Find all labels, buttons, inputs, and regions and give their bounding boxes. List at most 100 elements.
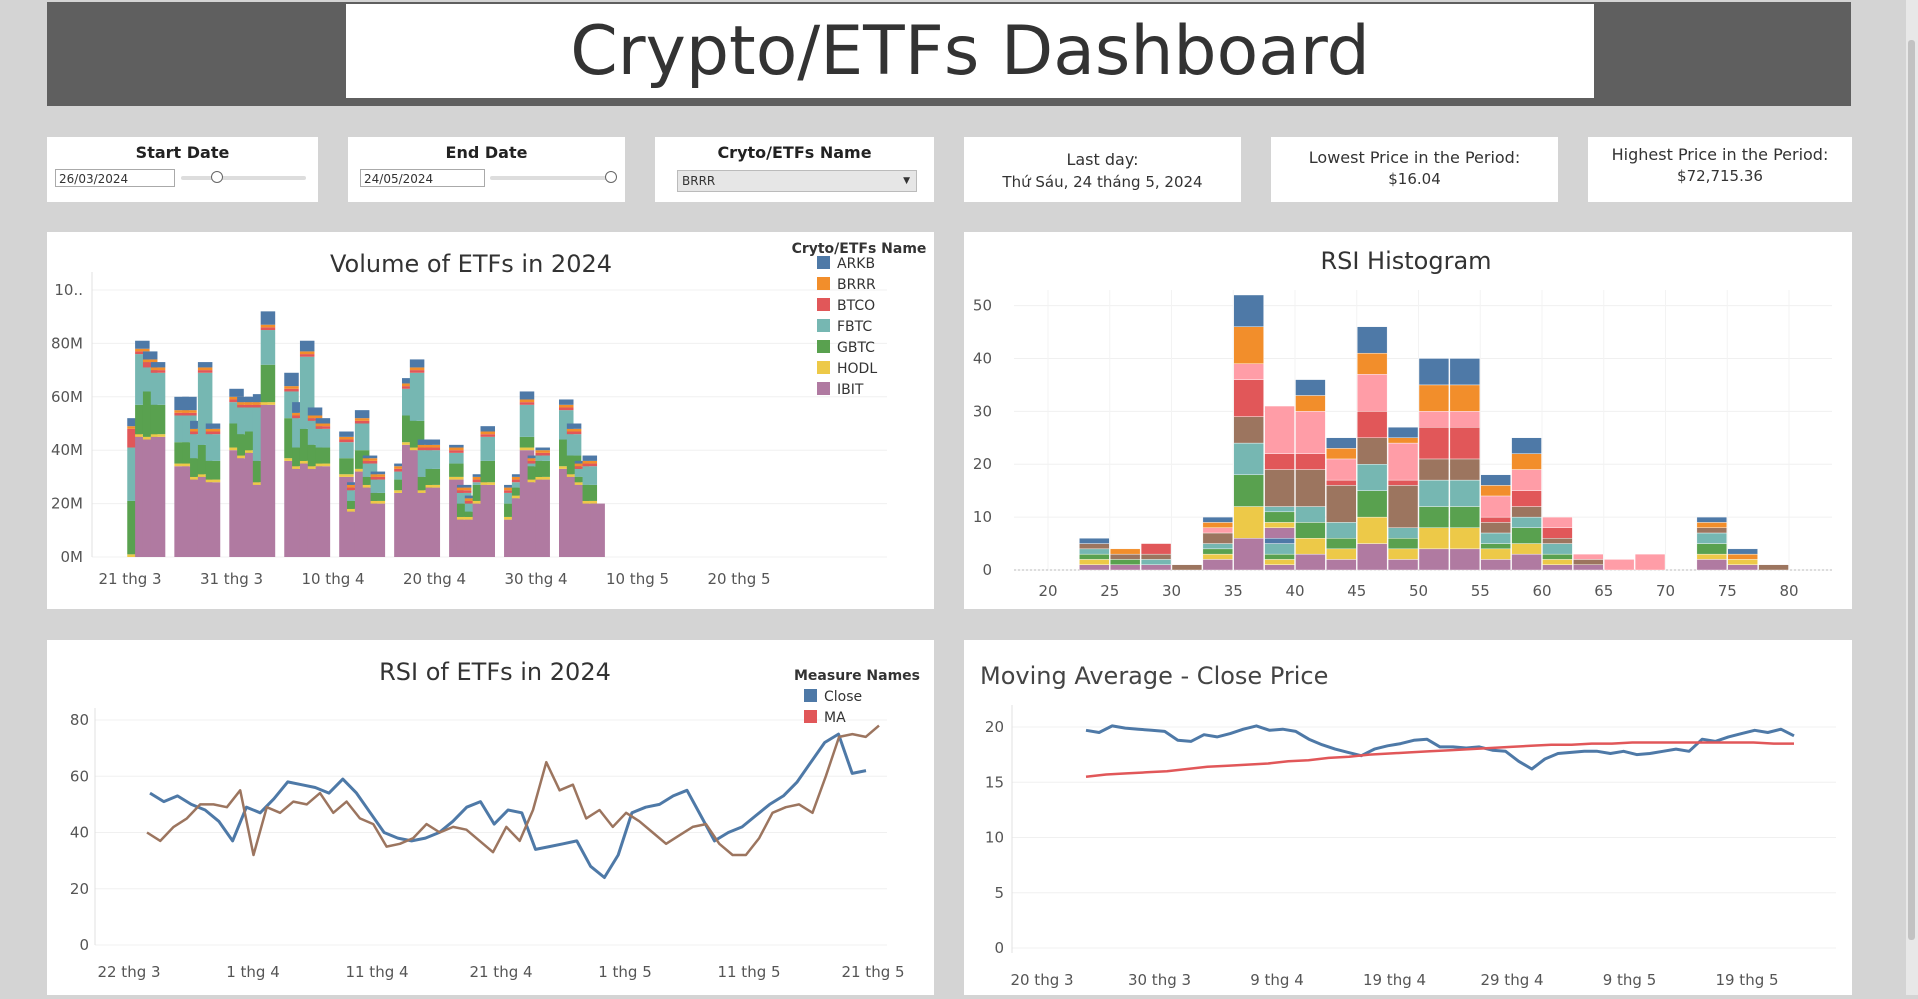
histogram-bar-segment [1418,506,1450,528]
end-date-slider-thumb[interactable] [605,171,617,183]
histogram-bar-segment [1357,437,1388,465]
histogram-x-tick: 80 [1779,582,1798,600]
histogram-bar-segment [1604,559,1635,571]
volume-bar-segment [292,466,307,469]
volume-bar-segment [205,428,221,432]
ma-x-tick: 9 thg 5 [1603,971,1657,989]
volume-bar-segment [339,436,354,440]
volume-bar-segment [535,476,550,480]
volume-bar-segment [347,484,362,488]
histogram-bar-segment [1079,564,1110,571]
histogram-bar-segment [1357,543,1388,571]
histogram-bar-segment [1480,474,1511,486]
etf-name-select[interactable]: BRRR ▼ [677,170,917,192]
volume-bar-segment [402,386,417,389]
histogram-bar-segment [1171,564,1203,571]
histogram-bar-segment [1387,559,1419,571]
histogram-bar-segment [1326,559,1357,571]
histogram-bar-segment [1202,522,1233,528]
volume-bar-segment [590,503,605,557]
end-date-input[interactable]: 24/05/2024 [360,169,485,187]
volume-bar-segment [174,410,189,413]
volume-bar-segment [127,418,142,427]
volume-bar-segment [519,436,535,448]
volume-bar-segment [519,399,535,403]
volume-bar-segment [307,418,323,421]
rsi-x-tick: 21 thg 5 [841,963,904,981]
volume-bar-segment [370,476,386,480]
volume-bar-segment [417,444,433,448]
end-date-slider[interactable] [490,176,615,180]
histogram-bar-segment [1264,543,1295,555]
histogram-bar-segment [1202,548,1233,555]
histogram-bar-segment [1233,326,1264,364]
histogram-bar-segment [1202,532,1233,544]
last-day-card: Last day: Thứ Sáu, 24 tháng 5, 2024 [964,137,1241,202]
volume-bar-segment [402,442,417,445]
histogram-bar-segment [1511,437,1542,454]
volume-bar-segment [260,311,276,325]
rsi-x-tick: 21 thg 4 [469,963,532,981]
ma-y-tick: 5 [994,884,1004,902]
rsi-y-tick: 0 [79,936,89,954]
histogram-bar-segment [1357,516,1388,544]
volume-bar-segment [370,503,386,557]
start-date-input[interactable]: 26/03/2024 [55,169,175,187]
volume-bar-segment [574,460,590,464]
volume-x-tick: 30 thg 4 [504,570,567,588]
volume-bar-segment [292,415,307,419]
histogram-bar-segment [1449,411,1480,428]
volume-bar-segment [559,407,574,411]
histogram-bar-segment [1295,506,1326,523]
histogram-bar-segment [1264,453,1295,470]
volume-bar-segment [354,418,370,421]
histogram-bar-segment [1140,559,1172,565]
volume-bar-segment [480,482,495,485]
histogram-bar-segment [1295,411,1326,454]
histogram-bar-segment [1418,458,1450,481]
volume-bar-segment [142,362,158,368]
histogram-bar-segment [1079,543,1110,550]
rsi-legend-title: Measure Names [794,668,920,684]
volume-bar-segment [245,396,260,403]
highest-price-label: Highest Price in the Period: [1611,145,1829,164]
volume-bar-segment [347,500,362,509]
histogram-bar-segment [1727,548,1758,555]
volume-bar-segment [252,394,268,403]
volume-bar-segment [574,482,590,485]
start-date-slider[interactable] [181,176,306,180]
title-box: Crypto/ETFs Dashboard [346,4,1594,98]
histogram-bar-segment [1326,538,1357,550]
histogram-bar-segment [1387,442,1419,481]
volume-bar-segment [519,447,535,451]
histogram-bar-segment [1357,374,1388,412]
histogram-bar-segment [1110,564,1141,571]
volume-bar-segment [504,516,519,520]
volume-bar-segment [566,474,582,477]
histogram-x-tick: 60 [1532,582,1551,600]
volume-bar-segment [150,372,166,405]
histogram-bar-segment [1696,527,1727,534]
histogram-bar-segment [1295,522,1326,539]
histogram-bar-segment [1264,564,1295,571]
volume-bar-segment [370,500,386,504]
histogram-x-tick: 45 [1347,582,1366,600]
volume-legend-label: HODL [837,361,877,377]
scrollbar-thumb[interactable] [1908,40,1915,940]
volume-bar-segment [150,362,166,368]
volume-legend-swatch [817,340,830,353]
volume-bar-segment [409,359,425,368]
histogram-bar-segment [1233,442,1264,476]
ma-x-tick: 29 thg 4 [1480,971,1543,989]
volume-bar-segment [260,327,276,331]
rsi-x-tick: 11 thg 5 [717,963,780,981]
histogram-bar-segment [1727,559,1758,565]
start-date-slider-thumb[interactable] [211,171,223,183]
histogram-bar-segment [1449,427,1480,460]
volume-legend-swatch [817,361,830,374]
volume-bar-segment [480,434,495,437]
volume-bar-segment [135,351,150,355]
volume-bar-segment [150,404,166,435]
volume-bar-segment [504,484,519,488]
histogram-bar-segment [1418,358,1450,386]
